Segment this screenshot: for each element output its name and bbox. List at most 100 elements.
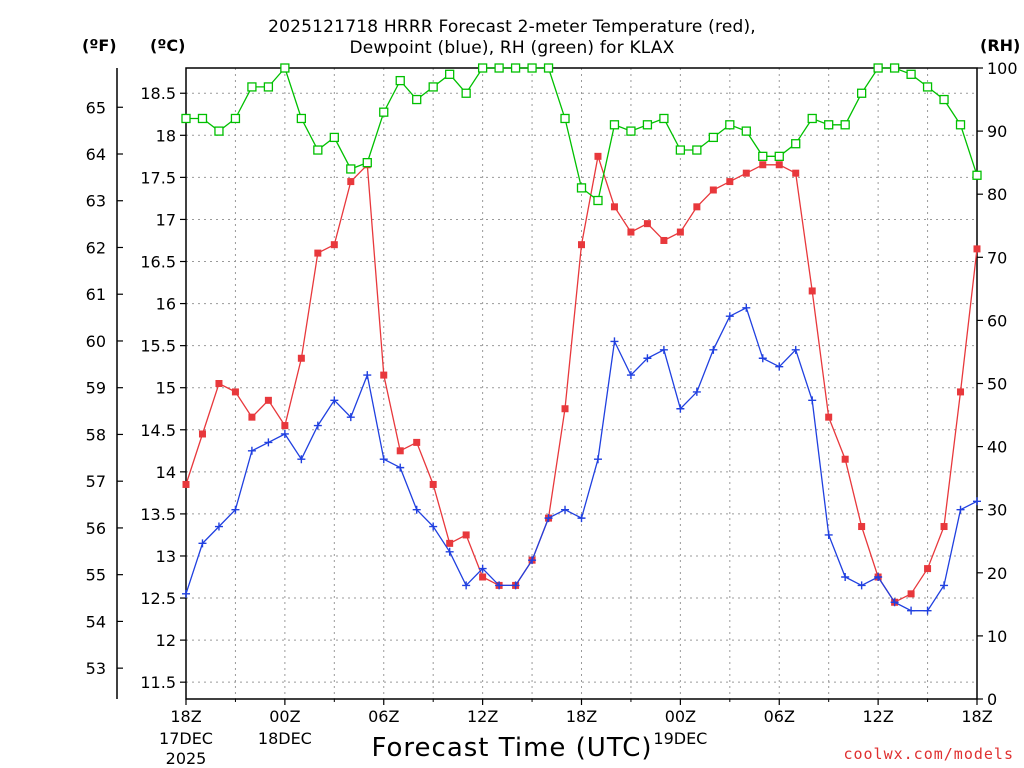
rh-point bbox=[873, 63, 883, 73]
temperature-point bbox=[660, 236, 668, 244]
dewpoint-point bbox=[363, 371, 372, 380]
rh-point bbox=[593, 195, 603, 206]
rh-point bbox=[609, 120, 620, 130]
dewpoint-point bbox=[528, 556, 537, 565]
temperature-point bbox=[610, 203, 618, 211]
temperature-point bbox=[429, 480, 437, 488]
rh-tick-label: 70 bbox=[987, 248, 1007, 267]
temperature-point bbox=[314, 249, 322, 257]
x-date-label: 19DEC bbox=[653, 729, 707, 748]
dewpoint-point bbox=[379, 455, 388, 464]
rh-unit-label: (RH) bbox=[980, 36, 1021, 55]
temperature-point bbox=[264, 396, 272, 404]
temperature-point bbox=[841, 455, 849, 463]
temperature-point bbox=[643, 220, 651, 228]
fahrenheit-tick-label: 65 bbox=[86, 98, 106, 117]
rh-tick-label: 90 bbox=[987, 122, 1007, 141]
rh-point bbox=[263, 82, 274, 92]
fahrenheit-tick-label: 62 bbox=[86, 238, 106, 257]
rh-point bbox=[840, 120, 850, 130]
rh-point bbox=[642, 120, 653, 130]
temperature-point bbox=[858, 523, 866, 531]
dewpoint-point bbox=[676, 404, 685, 413]
temperature-point bbox=[693, 203, 701, 211]
site-credit: coolwx.com/models bbox=[843, 745, 1014, 763]
rh-point bbox=[659, 113, 669, 124]
x-tick-label: 12Z bbox=[467, 707, 498, 726]
rh-point bbox=[329, 132, 339, 143]
dewpoint-point bbox=[264, 438, 273, 447]
x-tick-label: 00Z bbox=[269, 707, 300, 726]
rh-point bbox=[362, 157, 372, 168]
fahrenheit-tick-label: 53 bbox=[86, 659, 106, 678]
fahrenheit-tick-label: 55 bbox=[86, 566, 106, 585]
rh-point bbox=[543, 63, 554, 73]
temperature-point bbox=[775, 161, 783, 169]
rh-point bbox=[461, 88, 471, 98]
dewpoint-point bbox=[561, 505, 570, 514]
x-date-label: 17DEC bbox=[159, 729, 213, 748]
fahrenheit-tick-label: 54 bbox=[86, 612, 106, 631]
temperature-point bbox=[808, 287, 816, 295]
dewpoint-point bbox=[857, 581, 866, 590]
temperature-point bbox=[182, 480, 190, 488]
celsius-tick-label: 16 bbox=[156, 295, 176, 314]
dewpoint-point bbox=[429, 522, 438, 531]
temperature-point bbox=[907, 590, 915, 598]
celsius-tick-label: 18.5 bbox=[140, 84, 176, 103]
dewpoint-point bbox=[247, 446, 256, 455]
rh-point bbox=[395, 75, 405, 86]
dewpoint-point bbox=[907, 606, 916, 615]
dewpoint-point bbox=[495, 581, 504, 590]
dewpoint-point bbox=[593, 455, 602, 464]
dewpoint-point bbox=[626, 371, 635, 380]
rh-point bbox=[313, 145, 323, 155]
rh-point bbox=[181, 113, 191, 124]
dewpoint-point bbox=[511, 581, 520, 590]
rh-tick-label: 30 bbox=[987, 501, 1007, 520]
rh-point bbox=[527, 63, 537, 73]
rh-point bbox=[708, 132, 718, 143]
dewpoint-point bbox=[791, 345, 800, 354]
rh-point bbox=[972, 170, 982, 180]
dewpoint-point bbox=[643, 354, 652, 363]
dewpoint-point bbox=[577, 514, 586, 523]
rh-point bbox=[807, 113, 817, 124]
x-tick-label: 12Z bbox=[862, 707, 893, 726]
temperature-point bbox=[479, 573, 487, 581]
rh-tick-label: 100 bbox=[987, 59, 1018, 78]
temperature-point bbox=[578, 241, 585, 249]
x-date-label: 18DEC bbox=[258, 729, 312, 748]
rh-point bbox=[741, 126, 751, 136]
celsius-tick-label: 13.5 bbox=[140, 505, 176, 524]
dewpoint-point bbox=[973, 497, 981, 506]
dewpoint-point bbox=[478, 564, 487, 573]
dewpoint-point bbox=[396, 463, 405, 472]
rh-point bbox=[428, 82, 438, 92]
plot-frame bbox=[185, 67, 978, 700]
dewpoint-point bbox=[725, 312, 734, 321]
rh-point bbox=[922, 82, 933, 92]
dewpoint-point bbox=[445, 547, 454, 556]
fahrenheit-tick-label: 59 bbox=[86, 379, 106, 398]
rh-tick-label: 10 bbox=[987, 627, 1007, 646]
fahrenheit-tick-label: 57 bbox=[86, 472, 106, 491]
rh-point bbox=[510, 63, 521, 73]
rh-point bbox=[412, 94, 422, 105]
rh-point bbox=[230, 113, 241, 124]
rh-point bbox=[692, 145, 702, 155]
rh-point bbox=[494, 63, 504, 73]
temperature-point bbox=[396, 447, 404, 455]
celsius-tick-label: 12.5 bbox=[140, 589, 176, 608]
temperature-point bbox=[627, 228, 635, 236]
rh-point bbox=[856, 88, 867, 98]
rh-point bbox=[824, 120, 834, 130]
temperature-point bbox=[742, 169, 750, 177]
temperature-point bbox=[297, 354, 305, 362]
rh-point bbox=[626, 126, 636, 136]
rh-point bbox=[725, 120, 735, 130]
temperature-point bbox=[709, 186, 717, 194]
rh-point bbox=[889, 63, 900, 73]
rh-point bbox=[955, 120, 966, 130]
celsius-unit-label: (ºC) bbox=[150, 36, 186, 55]
